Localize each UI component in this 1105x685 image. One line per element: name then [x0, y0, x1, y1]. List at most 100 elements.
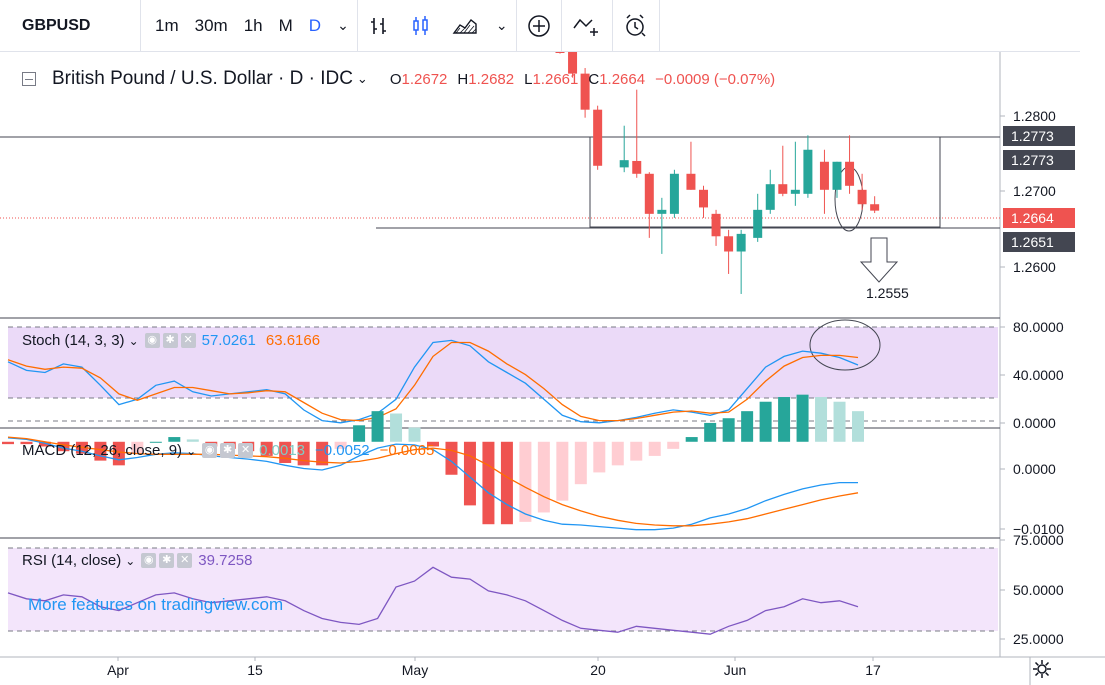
close-icon[interactable]: ✕: [177, 553, 193, 568]
macd-histogram-bar: [537, 441, 550, 513]
timeframe-1h[interactable]: 1h: [243, 15, 263, 35]
compare-icon[interactable]: [562, 0, 612, 52]
macd-histogram-bar: [20, 441, 33, 445]
macd-histogram-bar: [353, 425, 366, 442]
macd-histogram-bar: [186, 439, 199, 442]
candle-body: [568, 52, 578, 74]
rsi-legend: RSI (14, close) ⌄ ◉ ✱ ✕ 39.7258: [22, 552, 253, 569]
timeframe-M[interactable]: M: [278, 15, 293, 35]
candle-body: [699, 189, 708, 208]
ohlc-high-value: 1.2682: [468, 70, 515, 88]
macd-legend: MACD (12, 26, close, 9) ⌄ ◉ ✱ ✕ 0.0013 −0.…: [22, 442, 434, 459]
ohlc-close-label: C: [588, 70, 600, 88]
candle-body: [857, 189, 867, 205]
close-icon[interactable]: ✕: [238, 443, 254, 458]
rsi-chevron-down-icon[interactable]: ⌄: [125, 553, 136, 568]
chart-canvas[interactable]: 1.2800 1.2700 1.2600 80.0000 40.0000 0.0000 0.…: [0, 52, 1105, 685]
legend-chevron-down-icon[interactable]: ⌄: [356, 71, 368, 86]
rsi-axis-label: 50.0000: [1013, 582, 1064, 598]
macd-histogram-bar: [611, 441, 624, 466]
target-price-label: 1.2555: [866, 285, 909, 301]
candle-body: [657, 209, 667, 214]
macd-histogram-bar: [297, 441, 310, 466]
eye-icon[interactable]: ◉: [144, 333, 160, 348]
ohlc-close-value: 1.2664: [599, 70, 646, 88]
area-chart-icon[interactable]: [442, 0, 488, 52]
timeframe-D[interactable]: D: [308, 15, 322, 35]
candle-body: [753, 209, 763, 238]
gear-icon[interactable]: ✱: [159, 553, 175, 568]
macd-histogram-bar: [722, 418, 735, 442]
resistance-price-label-2: 1.2773: [1003, 150, 1075, 170]
timeframe-30m[interactable]: 30m: [194, 15, 228, 35]
macd-histogram-bar: [427, 441, 439, 447]
timeframe-1m[interactable]: 1m: [155, 15, 179, 35]
rsi-axis-label: 25.0000: [1013, 631, 1064, 647]
macd-histogram-bar: [482, 441, 495, 525]
close-icon[interactable]: ✕: [180, 333, 196, 348]
stoch-chevron-down-icon[interactable]: ⌄: [128, 333, 139, 348]
gear-icon[interactable]: ✱: [220, 443, 236, 458]
bar-chart-icon[interactable]: [358, 0, 400, 52]
date-axis-label: 17: [865, 662, 881, 678]
ohlc-open-label: O: [389, 70, 402, 88]
macd-signal-value: −0.0065: [379, 442, 435, 459]
stoch-name: Stoch (14, 3, 3): [22, 332, 125, 349]
macd-histogram-bar: [685, 437, 698, 442]
rsi-axis-label: 75.0000: [1013, 532, 1064, 548]
macd-histogram-bar: [149, 441, 162, 443]
resistance-price-label: 1.2773: [1003, 126, 1075, 146]
watermark-link[interactable]: More features on tradingview.com: [28, 595, 284, 614]
legend-title: British Pound / U.S. Dollar · D · IDC: [52, 68, 353, 89]
macd-histogram-bar: [2, 441, 14, 445]
macd-axis-label: −0.0100: [1013, 521, 1064, 537]
macd-histogram-bar: [833, 401, 846, 442]
main-legend: British Pound / U.S. Dollar · D · IDC ⌄ …: [22, 68, 775, 90]
candle-body: [765, 184, 775, 210]
candle-body: [790, 189, 800, 194]
candle-body: [778, 184, 788, 194]
chart-type-chevron-down-icon[interactable]: ⌄: [495, 17, 508, 33]
ohlc-low-label: L: [524, 70, 533, 88]
candle-body: [686, 173, 696, 190]
stoch-k-line: [7, 339, 859, 424]
candle-body: [832, 161, 842, 190]
macd-histogram-bar: [852, 411, 864, 442]
macd-value: −0.0052: [315, 442, 370, 459]
rsi-line: [7, 566, 859, 635]
eye-icon[interactable]: ◉: [202, 443, 218, 458]
macd-histogram-bar: [519, 441, 532, 522]
gear-icon[interactable]: ✱: [162, 333, 178, 348]
ohlc-high-label: H: [457, 70, 469, 88]
date-axis-label: 20: [590, 662, 606, 678]
candle-body: [632, 160, 642, 174]
ohlc-change: −0.0009 (−0.07%): [655, 70, 776, 88]
toolbar-divider: [515, 0, 517, 52]
macd-histogram-bar: [778, 397, 791, 442]
support-price-label: 1.2651: [1003, 232, 1075, 252]
stoch-d-value: 63.6166: [265, 332, 321, 349]
macd-line: [7, 437, 858, 531]
timeframe-dropdown-chevron-down-icon[interactable]: ⌄: [337, 17, 349, 33]
macd-histogram-bar: [630, 441, 643, 461]
candle-body: [644, 173, 654, 214]
price-axis-label: 1.2800: [1013, 108, 1056, 124]
macd-histogram-bar: [371, 411, 384, 442]
macd-histogram-bar: [796, 394, 809, 442]
rsi-value: 39.7258: [198, 552, 253, 569]
candle-body: [724, 236, 734, 252]
eye-icon[interactable]: ◉: [141, 553, 157, 568]
candle-body: [555, 52, 565, 53]
alert-icon[interactable]: [613, 0, 659, 52]
macd-chevron-down-icon[interactable]: ⌄: [186, 443, 197, 458]
candle-body: [593, 109, 603, 166]
candles-icon[interactable]: [400, 0, 442, 52]
settings-gear-icon[interactable]: [1032, 659, 1052, 679]
add-indicator-icon[interactable]: [517, 0, 561, 52]
symbol-search-button[interactable]: GBPUSD: [22, 16, 91, 34]
stoch-d-line: [7, 341, 859, 422]
candle-body: [669, 173, 679, 214]
macd-hist-value: 0.0013: [259, 442, 306, 459]
candle-body: [845, 161, 855, 186]
legend-collapse-icon[interactable]: [22, 72, 36, 86]
